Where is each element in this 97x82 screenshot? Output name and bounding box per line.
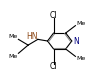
Text: Me: Me: [76, 56, 86, 61]
Text: HN: HN: [26, 32, 37, 41]
Text: Me: Me: [8, 34, 17, 39]
Text: N: N: [73, 36, 78, 46]
Text: Cl: Cl: [50, 62, 57, 71]
Text: Cl: Cl: [50, 11, 57, 20]
Text: Me: Me: [8, 54, 17, 59]
Text: Me: Me: [76, 21, 86, 26]
